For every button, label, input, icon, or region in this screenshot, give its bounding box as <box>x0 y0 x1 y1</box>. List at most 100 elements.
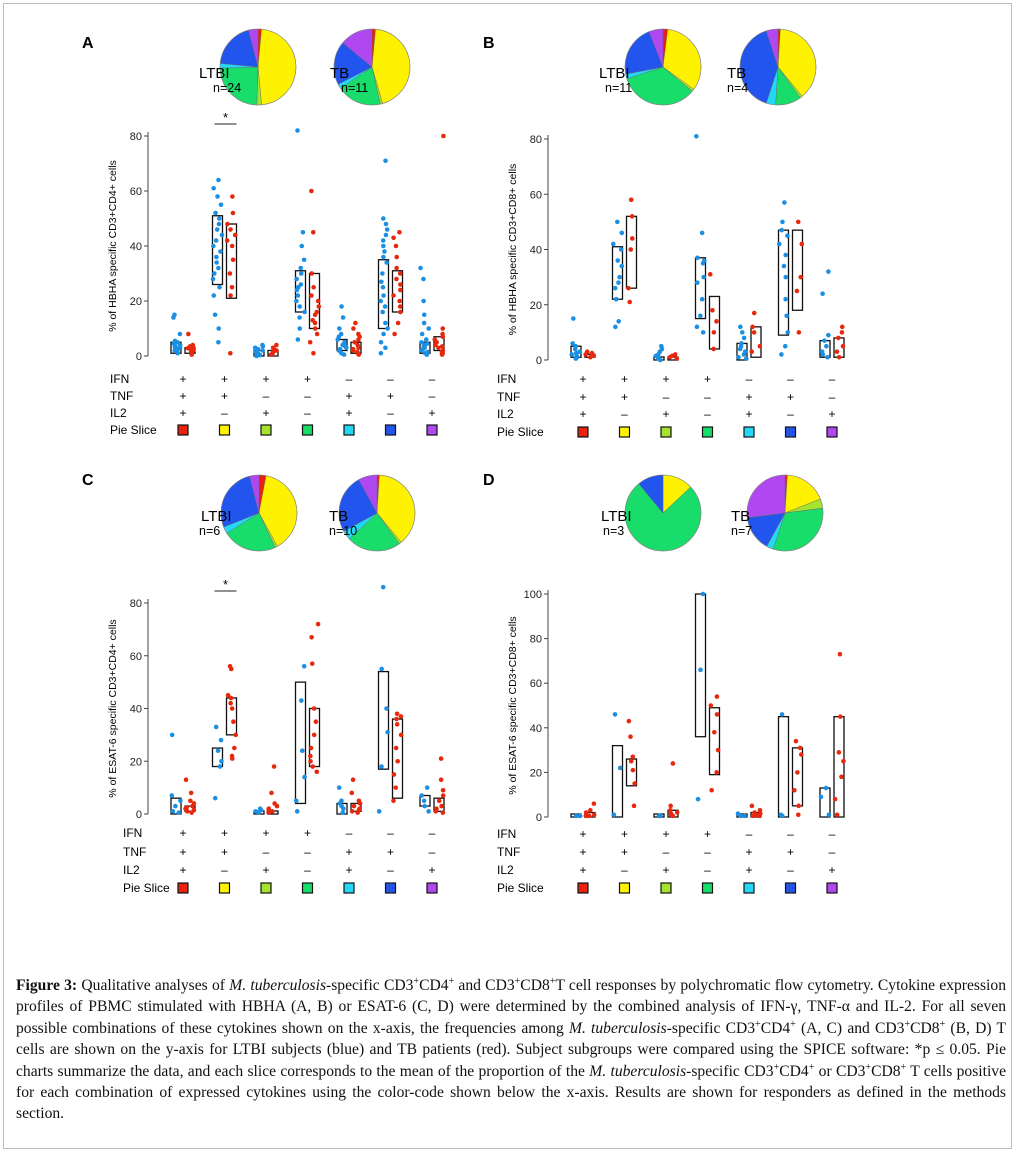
data-point-ltbi <box>380 309 385 315</box>
data-point-ltbi <box>617 274 622 280</box>
data-point-tb <box>312 326 318 331</box>
caption-text-segment: (B, D) T cells are shown on the y-axis f… <box>16 1019 1006 1080</box>
data-point-ltbi <box>573 356 579 361</box>
data-point-tb <box>312 312 318 318</box>
range-box <box>750 326 762 358</box>
range-box <box>377 259 390 330</box>
cytokine-row-label: TNF <box>497 390 520 404</box>
caption-text-segment: + <box>900 1061 907 1073</box>
pie-n-label: n=7 <box>731 524 752 538</box>
data-point-ltbi <box>215 748 221 753</box>
data-point-ltbi <box>384 260 389 265</box>
data-point-tb <box>312 320 318 326</box>
pie-group-label: LTBI <box>199 65 230 82</box>
y-tick-label: 40 <box>530 723 542 735</box>
caption-text-segment: CD8 <box>910 1019 940 1037</box>
data-point-ltbi <box>779 227 785 233</box>
range-box <box>791 229 804 311</box>
cytokine-sign: – <box>663 390 670 404</box>
data-point-tb <box>233 732 239 738</box>
data-point-tb <box>757 813 762 819</box>
cytokine-row-label: Pie Slice <box>123 881 170 895</box>
pie-slice-swatch <box>826 882 838 894</box>
cytokine-sign: + <box>262 863 269 877</box>
data-point-tb <box>674 356 680 361</box>
data-point-tb <box>186 331 191 337</box>
cytokine-sign: + <box>345 389 352 403</box>
data-point-tb <box>632 781 637 786</box>
cytokine-sign: + <box>262 372 269 386</box>
data-point-ltbi <box>742 813 747 819</box>
y-tick-label: 60 <box>130 186 142 198</box>
data-point-tb <box>230 257 236 263</box>
data-point-ltbi <box>381 243 386 249</box>
data-point-ltbi <box>210 276 216 282</box>
y-tick-label: 0 <box>136 809 142 821</box>
cytokine-sign: + <box>579 863 586 877</box>
data-point-tb <box>587 354 593 360</box>
data-point-ltbi <box>572 346 578 352</box>
cytokine-row-label: IL2 <box>123 863 140 877</box>
pie-slice-swatch <box>426 424 438 436</box>
data-point-ltbi <box>299 748 305 753</box>
data-point-ltbi <box>424 785 430 790</box>
cytokine-sign: – <box>304 406 311 420</box>
data-point-tb <box>436 345 441 351</box>
data-point-tb <box>357 801 363 806</box>
data-point-tb <box>309 188 314 194</box>
data-point-ltbi <box>214 260 219 265</box>
cytokine-sign: + <box>304 372 311 386</box>
caption-text-segment: -specific CD3 <box>666 1019 756 1037</box>
cytokine-row-label: IFN <box>497 372 516 386</box>
data-point-ltbi <box>610 241 616 247</box>
caption-text-segment: + <box>413 975 420 987</box>
cytokine-sign: – <box>263 389 270 403</box>
pie-slice-swatch <box>177 882 189 894</box>
y-tick-label: 20 <box>130 756 142 768</box>
data-point-tb <box>628 197 634 203</box>
cytokine-sign: – <box>304 863 311 877</box>
data-point-tb <box>628 758 634 764</box>
pie-slice <box>746 474 786 518</box>
cytokine-sign: + <box>662 372 669 386</box>
caption-text-segment: M. tuberculosis <box>589 1062 687 1080</box>
data-point-tb <box>308 753 313 759</box>
data-point-tb <box>796 812 801 818</box>
data-point-ltbi <box>694 133 699 139</box>
data-point-ltbi <box>217 284 222 290</box>
cytokine-sign: – <box>787 827 794 841</box>
cytokine-row-label: TNF <box>497 845 520 859</box>
data-point-ltbi <box>299 243 305 249</box>
data-point-ltbi <box>739 330 745 335</box>
cytokine-row-label: IFN <box>123 826 142 840</box>
significance-star: * <box>223 577 228 592</box>
data-point-ltbi <box>741 335 747 341</box>
data-point-tb <box>797 745 803 751</box>
data-point-tb <box>397 298 402 304</box>
y-tick-label: 60 <box>530 189 542 201</box>
data-point-tb <box>351 326 356 331</box>
data-point-ltbi <box>211 185 216 191</box>
data-point-tb <box>229 706 235 711</box>
pie-outline <box>624 28 702 106</box>
data-point-tb <box>268 352 274 357</box>
caption-text-segment: + <box>865 1061 872 1073</box>
caption-text-segment: -specific CD3 <box>686 1062 774 1080</box>
pie-slice-swatch <box>301 882 314 894</box>
y-tick-label: 80 <box>130 598 142 610</box>
cytokine-sign: + <box>579 372 586 386</box>
data-point-ltbi <box>418 265 423 271</box>
pie-group-label: TB <box>727 65 746 82</box>
cytokine-sign: + <box>345 863 352 877</box>
data-point-tb <box>316 304 322 309</box>
data-point-tb <box>310 764 316 769</box>
cytokine-sign: – <box>829 827 836 841</box>
y-tick-label: 60 <box>530 678 542 690</box>
data-point-ltbi <box>385 729 390 735</box>
data-point-tb <box>674 810 680 815</box>
data-point-ltbi <box>737 346 743 352</box>
data-point-ltbi <box>419 339 424 345</box>
data-point-tb <box>398 309 403 315</box>
data-point-ltbi <box>613 324 618 330</box>
data-point-ltbi <box>700 261 706 266</box>
